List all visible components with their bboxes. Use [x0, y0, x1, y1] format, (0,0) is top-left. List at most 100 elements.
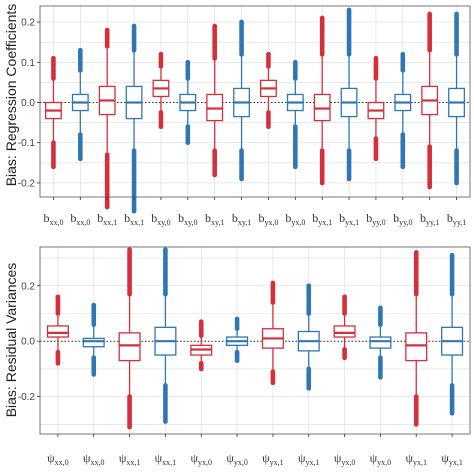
outlier-point	[131, 208, 137, 214]
box-5	[190, 319, 213, 372]
box-14-outliers	[400, 51, 406, 170]
x-tick-label: bxx,0	[43, 211, 63, 227]
x-axis: bxx,0 bxx,0 bxx,1 bxx,1 bxy,0 bxy,0 bxy,1 bxy,1…	[43, 197, 466, 227]
y-tick-label: -0.1	[18, 138, 36, 149]
box-8-outliers	[306, 283, 312, 391]
box-3-outliers	[127, 247, 132, 430]
box-3	[98, 27, 116, 210]
outlier-point	[158, 51, 164, 57]
y-axis-label: Bias: Regression Coefficients	[3, 4, 19, 187]
x-tick-label: byx,1	[312, 211, 332, 227]
box-4	[154, 247, 177, 424]
x-tick-label: bxy,1	[232, 211, 251, 227]
outlier-point	[449, 252, 455, 258]
x-tick-label: ψyx,0	[226, 451, 248, 467]
outlier-point	[55, 360, 61, 366]
box-12	[441, 252, 464, 416]
x-tick-label: byy,1	[447, 211, 466, 227]
x-tick-label: ψyx,1	[298, 451, 320, 467]
x-tick-label: ψxx,1	[155, 451, 177, 467]
x-tick-label: byy,0	[366, 211, 385, 227]
x-tick-label: bxx,0	[70, 211, 90, 227]
box-4	[125, 23, 143, 214]
outlier-point	[400, 51, 406, 57]
outlier-point	[104, 27, 110, 33]
x-tick-label: ψyx,1	[262, 451, 284, 467]
box-body	[333, 325, 356, 338]
box-13-outliers	[373, 55, 379, 162]
outlier-point	[319, 15, 325, 21]
outlier-point	[131, 23, 137, 29]
outlier-point	[239, 176, 244, 182]
panel-border	[39, 246, 471, 435]
outlier-point	[373, 156, 379, 162]
x-tick-label: bxy,0	[151, 211, 170, 227]
outlier-point	[413, 250, 419, 255]
box-8	[233, 19, 251, 182]
box-11-outliers	[413, 250, 419, 427]
y-axis: -0.2 -0.1 0.0 0.1 0.2	[18, 18, 40, 189]
x-tick-label: ψyx,1	[441, 451, 463, 467]
box-9	[259, 51, 277, 130]
box-2-outliers	[91, 302, 97, 377]
box-2-outliers	[77, 47, 83, 162]
y-tick-label: 0.0	[21, 337, 35, 348]
x-tick-label: byx,0	[285, 211, 305, 227]
box-5	[152, 51, 170, 130]
outlier-point	[292, 164, 298, 170]
outlier-point	[198, 319, 204, 325]
x-tick-label: ψxx,1	[119, 451, 141, 467]
outlier-point	[342, 355, 347, 361]
x-tick-label: bxx,1	[124, 211, 144, 227]
outlier-point	[77, 47, 83, 53]
outlier-point	[91, 372, 97, 377]
outlier-point	[400, 164, 406, 170]
y-tick-label: 0.1	[21, 58, 35, 69]
outlier-point	[319, 180, 325, 186]
x-tick-label: byx,0	[258, 211, 278, 227]
outlier-point	[163, 247, 168, 253]
box-3	[118, 247, 141, 430]
outlier-point	[270, 280, 276, 286]
outlier-point	[454, 11, 459, 17]
box-8	[297, 283, 320, 391]
x-axis: ψxx,0 ψxx,0 ψxx,1 ψxx,1 ψyx,0 ψyx,0 ψyx,1 ψyx,1…	[47, 434, 463, 467]
x-tick-label: ψyx,0	[370, 451, 392, 467]
box-2	[71, 47, 89, 162]
box-12-outliers	[449, 252, 455, 416]
box-10	[286, 59, 304, 170]
outlier-point	[427, 11, 433, 17]
box-4-outliers	[131, 23, 137, 214]
box-3-outliers	[104, 27, 110, 210]
outlier-point	[104, 204, 110, 210]
outlier-point	[449, 410, 455, 416]
outlier-point	[77, 156, 83, 162]
outlier-point	[270, 380, 276, 386]
y-tick-label: 0.2	[21, 18, 35, 29]
outlier-point	[292, 59, 298, 65]
y-axis-label: Bias: Residual Variances	[3, 263, 19, 418]
outlier-point	[346, 7, 352, 13]
box-6	[179, 59, 197, 146]
x-tick-label: byx,1	[339, 211, 359, 227]
x-tick-label: ψyx,0	[190, 451, 212, 467]
box-body	[118, 332, 141, 362]
x-tick-label: byy,1	[420, 211, 439, 227]
box-16-outliers	[454, 11, 459, 186]
x-tick-label: ψyx,0	[334, 451, 356, 467]
box-10-outliers	[292, 59, 298, 170]
outlier-point	[234, 358, 240, 363]
outlier-point	[51, 164, 56, 170]
box-15-outliers	[427, 11, 433, 190]
box-7-outliers	[212, 23, 218, 178]
box-body	[405, 332, 428, 362]
box-8-outliers	[239, 19, 244, 182]
x-tick-label: byy,0	[393, 211, 412, 227]
outlier-point	[127, 247, 132, 253]
outlier-point	[378, 305, 383, 311]
box-10	[369, 305, 392, 380]
x-tick-label: ψxx,0	[47, 451, 69, 467]
x-tick-label: ψyx,1	[405, 451, 427, 467]
box-9	[333, 294, 356, 361]
